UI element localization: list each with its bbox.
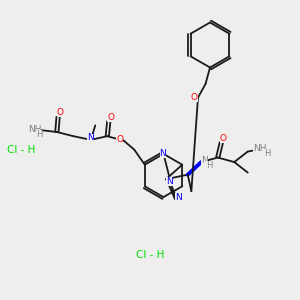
Text: N: N: [175, 193, 182, 202]
Text: O: O: [220, 134, 227, 143]
Text: N: N: [202, 156, 208, 165]
Text: NH: NH: [253, 144, 267, 153]
Text: H: H: [36, 130, 42, 139]
Text: Cl - H: Cl - H: [136, 250, 164, 260]
Text: H: H: [264, 148, 271, 158]
Text: N: N: [160, 148, 166, 158]
Text: O: O: [107, 113, 114, 122]
Text: Cl - H: Cl - H: [7, 145, 35, 155]
Text: NH: NH: [28, 124, 41, 134]
Text: O: O: [57, 108, 64, 117]
Text: N: N: [87, 134, 94, 142]
Text: N: N: [167, 177, 173, 186]
Text: H: H: [206, 160, 213, 169]
Text: O: O: [116, 135, 123, 144]
Text: O: O: [191, 93, 198, 102]
